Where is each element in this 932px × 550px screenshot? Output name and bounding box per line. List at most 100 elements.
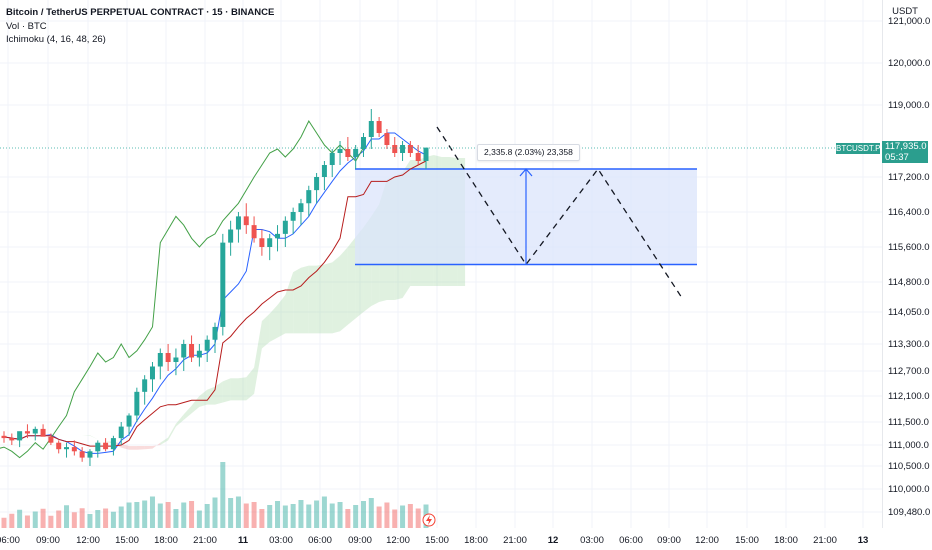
candle-body <box>267 238 273 247</box>
candle-body <box>189 344 195 358</box>
candle-body <box>298 203 304 212</box>
flash-icon[interactable] <box>422 513 436 527</box>
volume-bar <box>1 517 7 528</box>
cloud-segment <box>347 237 356 325</box>
cloud-segment <box>121 443 130 450</box>
bar-countdown: 05:37 <box>885 152 909 163</box>
volume-bar <box>282 505 288 528</box>
cloud-segment <box>82 435 90 436</box>
price-tick-label: 112,700.0 <box>888 366 930 377</box>
time-tick-label: 09:00 <box>348 535 372 546</box>
volume-bar <box>275 501 281 528</box>
volume-bar <box>415 508 421 528</box>
candlestick-series <box>1 109 429 466</box>
symbol-price-tag: BTCUSDT.P <box>836 143 881 154</box>
candle-body <box>48 436 54 443</box>
volume-bar <box>24 515 30 528</box>
volume-bar <box>384 502 390 528</box>
cloud-segment <box>199 389 208 407</box>
cloud-segment <box>340 247 348 332</box>
cloud-segment <box>168 423 176 441</box>
time-tick-label: 15:00 <box>425 535 449 546</box>
candle-body <box>9 438 15 441</box>
time-tick-label: 21:00 <box>193 535 217 546</box>
price-tick-label: 112,100.0 <box>888 391 930 402</box>
volume-bar <box>345 509 351 528</box>
volume-bar <box>56 510 62 528</box>
volume-bar <box>157 503 163 528</box>
volume-bar <box>353 505 359 528</box>
candle-body <box>212 326 218 340</box>
volume-bar <box>220 462 226 528</box>
volume-bar <box>400 505 406 528</box>
projection-zigzag-line <box>436 126 683 299</box>
candle-body <box>40 428 46 437</box>
candle-body <box>392 145 398 153</box>
volume-bar <box>48 515 54 528</box>
candle-body <box>220 242 226 327</box>
volume-bar <box>235 496 241 528</box>
time-tick-label: 21:00 <box>813 535 837 546</box>
ichimoku-indicator-label[interactable]: Ichimoku (4, 16, 48, 26) <box>6 34 106 45</box>
volume-bar <box>95 510 101 528</box>
price-axis-separator <box>882 0 883 528</box>
cloud-segment <box>97 439 106 442</box>
cloud-segment <box>175 414 184 427</box>
cloud-segment <box>316 264 325 334</box>
volume-bar <box>314 500 320 528</box>
candle-body <box>71 447 77 452</box>
candle-body <box>118 426 124 439</box>
volume-bar <box>149 496 155 528</box>
time-tick-label: 12 <box>548 535 559 546</box>
cloud-segment <box>129 446 137 450</box>
candle-body <box>259 238 265 247</box>
price-tick-label: 117,200.0 <box>888 172 930 183</box>
volume-bar <box>118 506 124 528</box>
last-price-value: 117,935.0 <box>885 141 927 152</box>
time-tick-label: 21:00 <box>503 535 527 546</box>
volume-bar <box>87 514 93 528</box>
symbol-title[interactable]: Bitcoin / TetherUS PERPETUAL CONTRACT · … <box>6 7 275 18</box>
time-axis: 06:00 09:00 12:00 15:00 18:00 21:00 11 03:00 06:… <box>0 535 868 546</box>
candle-body <box>165 353 171 362</box>
price-tick-label: 120,000.0 <box>888 58 930 69</box>
candle-body <box>32 428 38 434</box>
volume-bar <box>290 504 296 528</box>
candle-body <box>321 165 327 177</box>
candle-body <box>306 190 312 204</box>
candle-body <box>329 153 335 165</box>
candle-body <box>228 229 234 243</box>
time-tick-label: 06:00 <box>619 535 643 546</box>
price-tick-label: 110,000.0 <box>888 484 930 495</box>
volume-bar <box>9 513 15 528</box>
cloud-segment <box>191 396 200 414</box>
price-tick-label: 116,400.0 <box>888 207 930 218</box>
time-tick-label: 03:00 <box>580 535 604 546</box>
volume-bar <box>321 496 327 528</box>
price-tick-label: 119,000.0 <box>888 100 930 111</box>
volume-bar <box>110 511 116 528</box>
price-tick-label: 114,050.0 <box>888 307 930 318</box>
volume-bar <box>392 509 398 528</box>
candle-body <box>235 216 241 230</box>
candle-body <box>56 442 62 450</box>
cloud-segment <box>183 405 192 420</box>
cloud-segment <box>285 272 294 334</box>
range-rectangle <box>355 168 697 266</box>
candle-body <box>1 435 7 439</box>
volume-bar <box>306 504 312 528</box>
cloud-segment <box>277 295 286 338</box>
candle-body <box>345 149 351 157</box>
price-tick-label: 115,600.0 <box>888 242 930 253</box>
cloud-segment <box>136 446 145 450</box>
currency-label[interactable]: USDT <box>892 6 918 17</box>
volume-bars <box>1 462 429 528</box>
volume-indicator-label[interactable]: Vol · BTC <box>6 20 47 32</box>
candle-body <box>103 442 109 450</box>
candle-body <box>314 177 320 191</box>
volume-bar <box>376 506 382 528</box>
time-tick-label: 12:00 <box>386 535 410 546</box>
projection-path <box>436 126 683 299</box>
candle-body <box>173 357 179 362</box>
